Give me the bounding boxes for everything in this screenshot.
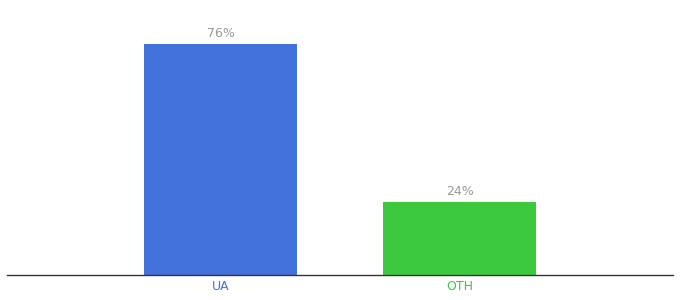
Text: 24%: 24% (445, 185, 473, 198)
Bar (143, 44, 297, 275)
Bar (383, 202, 537, 275)
Text: 76%: 76% (207, 27, 235, 40)
